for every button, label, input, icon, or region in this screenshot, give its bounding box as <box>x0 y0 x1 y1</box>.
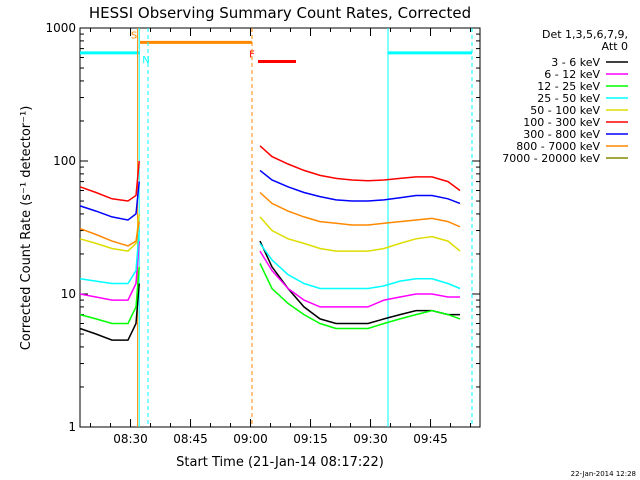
x-axis: 08:30 08:45 09:00 09:15 09:30 09:45 <box>90 28 472 446</box>
series-line-6 <box>79 169 461 221</box>
legend-label: 300 - 800 keV <box>523 128 600 141</box>
x-tick-label: 09:15 <box>293 432 328 446</box>
legend-label: 50 - 100 keV <box>530 104 600 117</box>
legend-label: 6 - 12 keV <box>544 68 600 81</box>
chart-title: HESSI Observing Summary Count Rates, Cor… <box>89 4 471 22</box>
plot-frame <box>79 27 481 428</box>
x-tick-label: 09:45 <box>413 432 448 446</box>
legend-header-attenuator: Att 0 <box>602 40 628 53</box>
y-tick-label: 100 <box>53 154 76 168</box>
x-tick-label: 09:00 <box>233 432 268 446</box>
legend-label: 800 - 7000 keV <box>516 140 600 153</box>
interval-label-saa: S <box>131 30 137 41</box>
series-line-1 <box>79 241 460 308</box>
interval-label-flare: F <box>249 49 255 60</box>
legend-header-detectors: Det 1,3,5,6,7,9, <box>542 28 628 41</box>
observing-intervals: N S F <box>80 30 472 66</box>
generation-timestamp: 22-Jan-2014 12:28 <box>571 470 636 478</box>
x-axis-label: Start Time (21-Jan-14 08:17:22) <box>176 455 384 470</box>
series-line-2 <box>79 263 461 330</box>
x-tick-label: 08:45 <box>173 432 208 446</box>
vertical-markers <box>137 28 473 427</box>
x-tick-label: 08:30 <box>113 432 148 446</box>
x-tick-label: 09:30 <box>353 432 388 446</box>
series-line-3 <box>79 230 461 290</box>
legend-label: 12 - 25 keV <box>537 80 600 93</box>
legend-label: 100 - 300 keV <box>523 116 600 129</box>
y-axis-label: Corrected Count Rate (s⁻¹ detector⁻¹) <box>19 106 34 351</box>
legend-label: 3 - 6 keV <box>551 56 600 69</box>
series-line-7 <box>79 191 461 247</box>
y-tick-label: 10 <box>61 287 76 301</box>
series-line-5 <box>79 145 461 202</box>
y-tick-label: 1 <box>68 420 76 434</box>
legend-label: 7000 - 20000 keV <box>502 152 600 165</box>
count-rate-series <box>79 145 461 341</box>
y-tick-label: 1000 <box>45 21 76 35</box>
legend-label: 25 - 50 keV <box>537 92 600 105</box>
interval-label-night: N <box>142 55 149 66</box>
